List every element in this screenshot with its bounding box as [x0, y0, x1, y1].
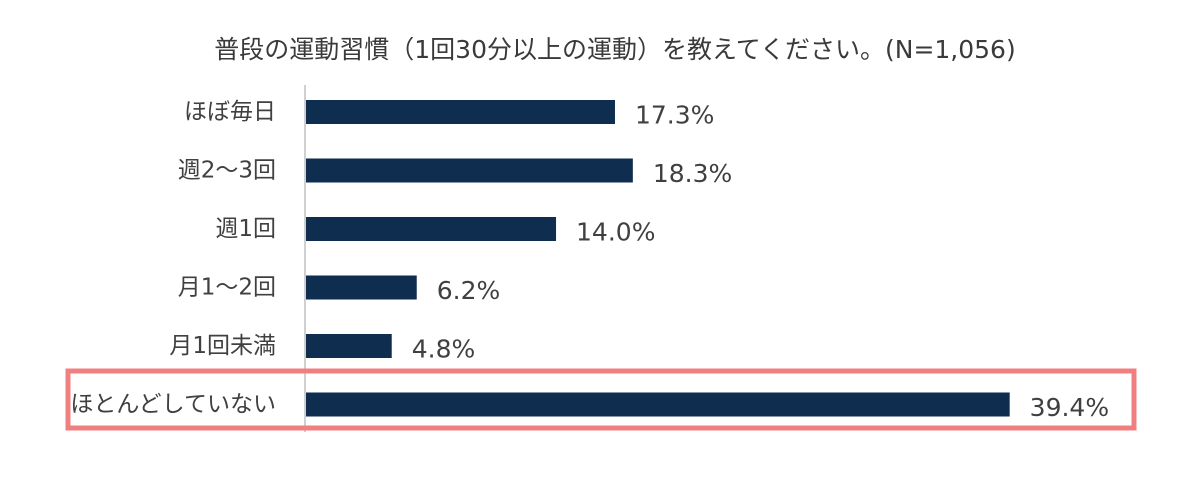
value-label-4: 4.8% — [412, 335, 476, 364]
bar-2 — [306, 217, 557, 241]
category-label-4: 月1回未満 — [169, 333, 276, 359]
chart-title: 普段の運動習慣（1回30分以上の運動）を教えてください。(N=1,056) — [214, 35, 1015, 64]
value-label-5: 39.4% — [1030, 393, 1109, 422]
category-label-3: 月1〜2回 — [178, 275, 276, 301]
bar-4 — [306, 334, 392, 358]
bar-1 — [306, 158, 633, 183]
highlight-frame — [65, 368, 1137, 431]
value-label-0: 17.3% — [635, 101, 714, 130]
bar-0 — [306, 100, 615, 124]
bars-group: ほぼ毎日 17.3% 週2〜3回 18.3% 週1回 14.0% 月1〜2回 6.2% 月1回未… — [70, 99, 1109, 422]
category-label-0: ほぼ毎日 — [184, 99, 276, 125]
value-label-3: 6.2% — [437, 276, 501, 305]
bar-3 — [306, 275, 417, 300]
value-label-1: 18.3% — [653, 159, 732, 188]
category-label-2: 週1回 — [215, 216, 276, 242]
bar-5 — [306, 392, 1010, 417]
category-label-1: 週2〜3回 — [178, 158, 276, 184]
value-label-2: 14.0% — [576, 218, 655, 247]
category-label-5: ほとんどしていない — [70, 392, 276, 418]
